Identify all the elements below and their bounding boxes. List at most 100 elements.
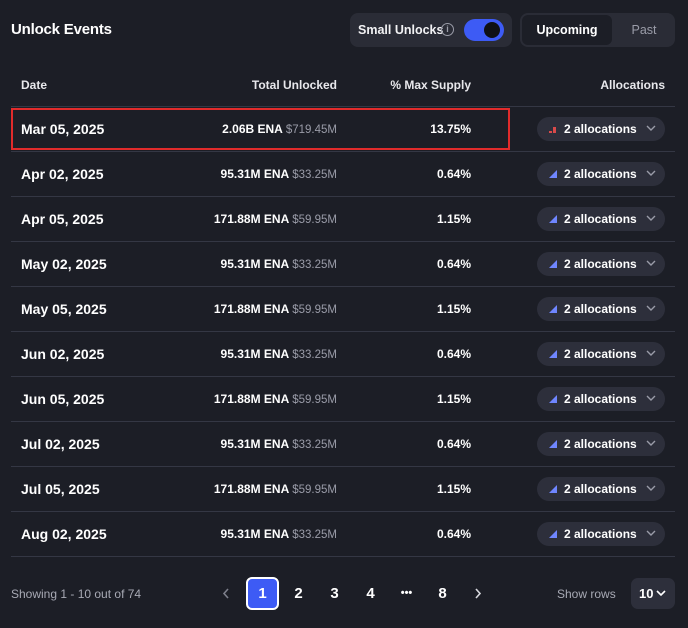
page-button-1[interactable]: 1: [246, 577, 279, 610]
total-unlocked: 171.88M ENA $59.95M: [214, 392, 337, 406]
unlock-amount: 171.88M ENA: [213, 302, 290, 316]
toggle-knob: [484, 22, 500, 38]
total-unlocked: 95.31M ENA $33.25M: [221, 437, 337, 451]
column-header-max-supply[interactable]: % Max Supply: [390, 78, 471, 92]
unlock-amount: 171.88M ENA: [213, 212, 290, 226]
area-chart-icon: [549, 170, 557, 178]
allocations-dropdown[interactable]: 2 allocations: [537, 477, 665, 501]
page-ellipsis: •••: [400, 587, 413, 599]
max-supply-percent: 0.64%: [436, 347, 471, 361]
max-supply-percent: 0.64%: [436, 257, 471, 271]
next-page-button[interactable]: [462, 577, 495, 610]
area-chart-icon: [549, 215, 557, 223]
page-button-4[interactable]: 4: [366, 585, 375, 602]
allocations-dropdown[interactable]: 2 allocations: [537, 252, 665, 276]
allocations-dropdown[interactable]: 2 allocations: [537, 117, 665, 141]
allocations-dropdown[interactable]: 2 allocations: [537, 162, 665, 186]
upcoming-past-tabs: Upcoming Past: [520, 13, 675, 47]
chevron-down-icon: [646, 125, 656, 131]
unlock-date: Apr 05, 2025: [21, 211, 104, 227]
unlock-usd-value: $33.25M: [292, 529, 337, 541]
table-header: Date Total Unlocked % Max Supply Allocat…: [11, 62, 675, 107]
chevron-down-icon: [646, 350, 656, 356]
unlock-usd-value: $59.95M: [292, 484, 337, 496]
area-chart-icon: [549, 530, 557, 538]
unlock-usd-value: $59.95M: [292, 394, 337, 406]
table-row[interactable]: Aug 02, 2025 95.31M ENA $33.25M 0.64% 2 allo…: [11, 512, 675, 557]
allocations-dropdown[interactable]: 2 allocations: [537, 297, 665, 321]
prev-page-button[interactable]: [210, 577, 243, 610]
table-row[interactable]: Jun 02, 2025 95.31M ENA $33.25M 0.64% 2 allo…: [11, 332, 675, 377]
small-unlocks-toggle[interactable]: [464, 19, 504, 41]
showing-count: Showing 1 - 10 out of 74: [11, 587, 142, 601]
table-row[interactable]: Jun 05, 2025 171.88M ENA $59.95M 1.15% 2 all…: [11, 377, 675, 422]
info-icon[interactable]: i: [441, 23, 454, 36]
unlock-amount: 95.31M ENA: [220, 347, 290, 361]
chevron-down-icon: [656, 590, 666, 597]
allocations-label: 2 allocations: [564, 392, 637, 406]
unlock-usd-value: $59.95M: [292, 304, 337, 316]
small-unlocks-control: Small Unlocks i: [350, 13, 512, 47]
max-supply-percent: 13.75%: [430, 122, 471, 136]
tab-upcoming[interactable]: Upcoming: [522, 15, 612, 45]
allocations-dropdown[interactable]: 2 allocations: [537, 522, 665, 546]
table-row[interactable]: May 02, 2025 95.31M ENA $33.25M 0.64% 2 allo…: [11, 242, 675, 287]
table-row[interactable]: Mar 05, 2025 2.06B ENA $719.45M 13.75% 2 all…: [11, 107, 675, 152]
area-chart-icon: [549, 440, 557, 448]
column-header-total-unlocked[interactable]: Total Unlocked: [251, 78, 337, 92]
allocations-dropdown[interactable]: 2 allocations: [537, 432, 665, 456]
chevron-down-icon: [646, 215, 656, 221]
unlock-usd-value: $33.25M: [292, 169, 337, 181]
table-row[interactable]: Jul 02, 2025 95.31M ENA $33.25M 0.64% 2 allo…: [11, 422, 675, 467]
allocations-label: 2 allocations: [564, 482, 637, 496]
max-supply-percent: 1.15%: [436, 482, 471, 496]
allocations-label: 2 allocations: [564, 167, 637, 181]
table-row[interactable]: May 05, 2025 171.88M ENA $59.95M 1.15% 2 all…: [11, 287, 675, 332]
tab-past[interactable]: Past: [631, 23, 657, 37]
table-row[interactable]: Apr 05, 2025 171.88M ENA $59.95M 1.15% 2 all…: [11, 197, 675, 242]
allocations-dropdown[interactable]: 2 allocations: [537, 342, 665, 366]
unlock-amount: 95.31M ENA: [220, 527, 290, 541]
unlock-amount: 171.88M ENA: [213, 482, 290, 496]
table-body: Mar 05, 2025 2.06B ENA $719.45M 13.75% 2 all…: [11, 107, 675, 557]
allocations-label: 2 allocations: [564, 437, 637, 451]
allocations-label: 2 allocations: [564, 527, 637, 541]
unlock-amount: 95.31M ENA: [220, 257, 290, 271]
page-button-8[interactable]: 8: [438, 585, 447, 602]
total-unlocked: 95.31M ENA $33.25M: [221, 167, 337, 181]
table-row[interactable]: Apr 02, 2025 95.31M ENA $33.25M 0.64% 2 allo…: [11, 152, 675, 197]
unlock-usd-value: $33.25M: [292, 349, 337, 361]
column-header-date[interactable]: Date: [21, 78, 48, 92]
rows-per-page-value: 10: [639, 586, 654, 601]
rows-per-page-select[interactable]: 10: [631, 578, 675, 609]
chevron-down-icon: [646, 395, 656, 401]
unlock-amount: 95.31M ENA: [220, 167, 290, 181]
column-header-allocations: Allocations: [600, 78, 665, 92]
allocations-dropdown[interactable]: 2 allocations: [537, 207, 665, 231]
table-row[interactable]: Jul 05, 2025 171.88M ENA $59.95M 1.15% 2 all…: [11, 467, 675, 512]
chevron-down-icon: [646, 485, 656, 491]
page-button-3[interactable]: 3: [330, 585, 339, 602]
total-unlocked: 95.31M ENA $33.25M: [221, 257, 337, 271]
chevron-down-icon: [646, 305, 656, 311]
area-chart-icon: [549, 305, 557, 313]
unlock-date: May 02, 2025: [21, 256, 107, 272]
max-supply-percent: 1.15%: [436, 302, 471, 316]
allocations-dropdown[interactable]: 2 allocations: [537, 387, 665, 411]
show-rows-label: Show rows: [557, 587, 616, 601]
chevron-right-icon: [475, 588, 482, 599]
table-footer: Showing 1 - 10 out of 74 1 2 3 4 ••• 8 S…: [0, 568, 688, 618]
unlock-amount: 2.06B ENA: [222, 122, 283, 136]
allocations-label: 2 allocations: [564, 122, 637, 136]
total-unlocked: 2.06B ENA $719.45M: [222, 122, 337, 136]
page-button-2[interactable]: 2: [294, 585, 303, 602]
chevron-down-icon: [646, 530, 656, 536]
unlock-events-table: Date Total Unlocked % Max Supply Allocat…: [11, 62, 675, 557]
bar-chart-red-icon: [549, 127, 556, 133]
allocations-label: 2 allocations: [564, 302, 637, 316]
total-unlocked: 171.88M ENA $59.95M: [214, 212, 337, 226]
area-chart-icon: [549, 485, 557, 493]
area-chart-icon: [549, 395, 557, 403]
unlock-amount: 95.31M ENA: [220, 437, 290, 451]
chevron-down-icon: [646, 440, 656, 446]
